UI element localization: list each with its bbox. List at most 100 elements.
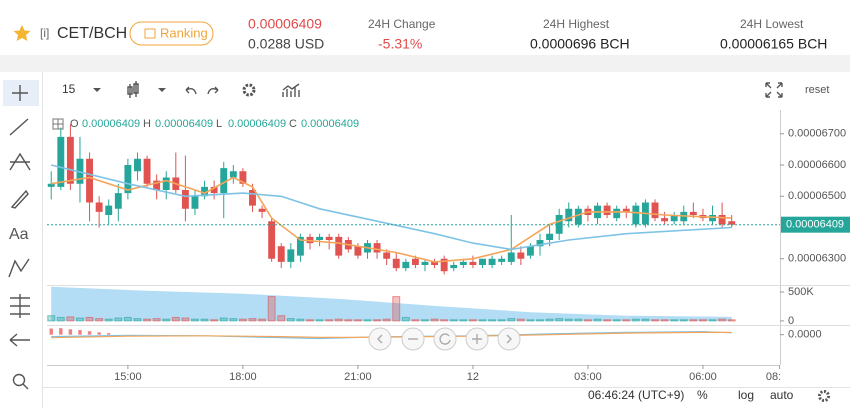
fullscreen[interactable] <box>765 82 783 98</box>
candle-body <box>95 202 103 212</box>
volume-bar <box>104 318 113 322</box>
indicators[interactable] <box>282 83 300 97</box>
text-tool[interactable]: Aa <box>9 226 29 243</box>
interval-caret[interactable] <box>93 88 101 92</box>
log-toggle[interactable]: log <box>738 388 754 402</box>
candle-body <box>728 221 736 225</box>
volume-bar <box>545 318 554 322</box>
volume-bar <box>708 319 717 322</box>
volume-bar <box>56 316 65 322</box>
percent-toggle[interactable]: % <box>697 388 708 402</box>
candle-body <box>488 258 496 265</box>
x-tick-label: 03:00 <box>574 371 602 383</box>
last-price-box <box>781 216 850 233</box>
ohlc-label: C <box>289 118 297 130</box>
candle-body <box>536 240 544 247</box>
price: 0.00006409 <box>248 16 322 32</box>
candle-body <box>201 186 209 197</box>
auto-toggle[interactable]: auto <box>770 388 794 402</box>
candle-body <box>421 261 429 265</box>
volume-bar <box>411 319 420 322</box>
volume-bar <box>238 318 247 322</box>
zoom-controls <box>368 327 521 351</box>
candle-body <box>153 180 161 190</box>
ranking-button[interactable] <box>129 21 214 46</box>
candle-body <box>335 236 343 256</box>
settings[interactable] <box>242 83 256 97</box>
volume-bar <box>440 319 449 322</box>
candle-body <box>325 236 333 240</box>
macd-histogram-bar <box>68 329 73 335</box>
volume-bar <box>143 318 152 322</box>
candle-body <box>383 252 391 259</box>
scroll-left[interactable] <box>368 327 392 351</box>
fib-tool[interactable] <box>9 152 31 171</box>
zoom-handle <box>22 383 29 390</box>
redo[interactable] <box>207 86 219 95</box>
candle-body <box>546 233 554 240</box>
zoom-tool[interactable] <box>12 373 26 387</box>
candle-body <box>431 261 439 265</box>
candle-body <box>114 193 122 209</box>
zoom-in-icon <box>472 334 482 344</box>
brush-tool[interactable] <box>10 189 29 209</box>
pair-prefix[interactable]: [i] <box>40 26 49 40</box>
candle-body <box>526 246 534 256</box>
axes: 0.00006700 0.00006600 0.00006500 0.00006300… <box>114 128 850 383</box>
high: 0.0000696 BCH <box>530 36 630 52</box>
candle-body <box>565 208 573 222</box>
reset[interactable]: reset <box>805 84 829 96</box>
low-label: 24H Lowest <box>740 17 804 31</box>
interval[interactable]: 15 <box>62 82 76 96</box>
volume-bar <box>306 319 314 322</box>
volume-bar <box>334 318 343 322</box>
candle-body <box>105 205 113 215</box>
candle-body <box>718 215 726 225</box>
candle-body <box>574 208 582 225</box>
back-tool[interactable] <box>9 333 30 347</box>
candle-body <box>143 158 151 184</box>
volume-bar <box>363 319 372 322</box>
reset-zoom[interactable] <box>433 327 457 351</box>
line-tool[interactable] <box>9 118 29 136</box>
volume-bar <box>670 319 679 322</box>
volume-bar <box>325 319 334 322</box>
volume-bar <box>277 315 286 322</box>
favorite-star[interactable] <box>13 25 31 41</box>
candle-body <box>86 158 94 203</box>
ohlc-value: 0.00006409 <box>82 118 140 130</box>
volume-bar <box>651 319 659 322</box>
measure-tool[interactable] <box>10 294 30 318</box>
footer-settings[interactable] <box>818 390 830 402</box>
ranking-label[interactable]: Ranking <box>160 25 208 40</box>
crosshair-tool[interactable] <box>12 85 28 101</box>
volume-bar <box>382 318 391 322</box>
volume-bar <box>219 317 228 322</box>
pattern-tool[interactable] <box>8 258 30 278</box>
last-price-label: 0.00006409 <box>786 219 844 231</box>
x-tick-label: 12 <box>467 371 479 383</box>
volume-bar <box>171 316 180 322</box>
y-tick-label: 0.00006600 <box>788 159 846 171</box>
candle-body <box>603 205 611 215</box>
y-tick-label: 0.00006500 <box>788 190 846 202</box>
chart-type-caret[interactable] <box>158 88 166 92</box>
volume-bar <box>296 318 305 322</box>
volume-bar <box>114 317 123 322</box>
candle-body <box>287 249 295 262</box>
undo[interactable] <box>185 86 197 95</box>
price-usd: 0.0288 USD <box>248 36 324 52</box>
candle-body <box>392 258 400 269</box>
volume-bar <box>497 319 506 322</box>
x-tick-label: 06:00 <box>689 371 717 383</box>
candle-body <box>479 258 486 265</box>
change-label: 24H Change <box>368 17 436 31</box>
volume-bar <box>727 319 736 322</box>
x-tick-label: 08:00 <box>766 371 794 383</box>
candle-body <box>316 236 324 240</box>
scroll-right[interactable] <box>497 327 521 351</box>
low: 0.00006165 BCH <box>720 36 827 52</box>
chart-type[interactable] <box>127 81 139 98</box>
volume-bar <box>162 318 171 322</box>
